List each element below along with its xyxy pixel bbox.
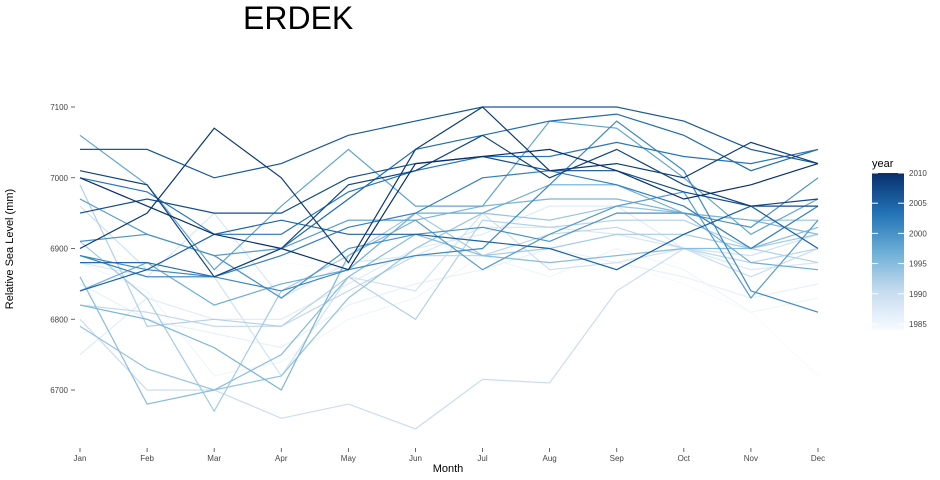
x-tick-label: May (341, 454, 356, 463)
series-line-2001 (79, 120, 819, 313)
series-line-2003 (79, 141, 819, 235)
y-axis: 6700 6800 6900 7000 7100 (50, 103, 75, 395)
x-tick-label: Aug (543, 454, 557, 463)
y-tick-label: 6800 (50, 315, 68, 324)
legend-tick-label: 2005 (909, 199, 927, 208)
series-line-1992 (79, 184, 819, 327)
legend-tick-label: 1985 (909, 320, 927, 329)
series-line-1990 (79, 247, 819, 430)
legend-title: year (872, 158, 894, 170)
x-axis: Jan Feb Mar Apr May Jun Jul Aug Sep Oct Nov Dec (74, 448, 825, 463)
x-tick-label: Feb (140, 454, 154, 463)
x-tick-label: Dec (811, 454, 825, 463)
series-line-2009 (79, 106, 819, 264)
series-lines (79, 106, 819, 430)
series-line-2002 (79, 170, 819, 278)
x-tick-label: Jul (477, 454, 487, 463)
series-line-1988 (79, 212, 819, 299)
legend-tick-label: 2000 (909, 229, 927, 238)
x-tick-label: Oct (678, 454, 691, 463)
y-tick-label: 7000 (50, 174, 68, 183)
x-tick-label: Mar (207, 454, 221, 463)
legend-tick-label: 2010 (909, 169, 927, 178)
x-tick-label: Nov (744, 454, 758, 463)
series-line-2010 (79, 148, 819, 271)
legend-tick-label: 1995 (909, 260, 927, 269)
year-legend: year 1985 1990 1995 2000 2005 2010 (872, 158, 927, 330)
chart-title: ERDEK (243, 0, 353, 36)
x-tick-label: Sep (610, 454, 625, 463)
legend-colorbar (872, 173, 904, 330)
series-line-2008 (79, 134, 819, 278)
x-tick-label: Jun (409, 454, 422, 463)
series-line-1996 (79, 198, 819, 391)
series-line-2005 (79, 205, 819, 292)
series-line-2000 (79, 177, 819, 299)
x-axis-title: Month (433, 463, 464, 475)
series-line-1991 (79, 226, 819, 327)
x-tick-label: Apr (275, 454, 288, 463)
y-tick-label: 6700 (50, 386, 68, 395)
series-line-2004 (80, 113, 819, 278)
y-axis-title: Relative Sea Level (mm) (4, 189, 16, 309)
x-tick-label: Jan (74, 454, 87, 463)
series-line-1997 (79, 184, 819, 306)
series-line-2006 (80, 106, 819, 179)
y-tick-label: 7100 (50, 103, 68, 112)
legend-ticks: 1985 1990 1995 2000 2005 2010 (872, 169, 927, 329)
series-line-1986 (79, 247, 819, 349)
y-tick-label: 6900 (50, 245, 68, 254)
legend-tick-label: 1990 (909, 290, 927, 299)
series-line-1989 (79, 205, 819, 377)
series-line-1998 (79, 120, 819, 271)
